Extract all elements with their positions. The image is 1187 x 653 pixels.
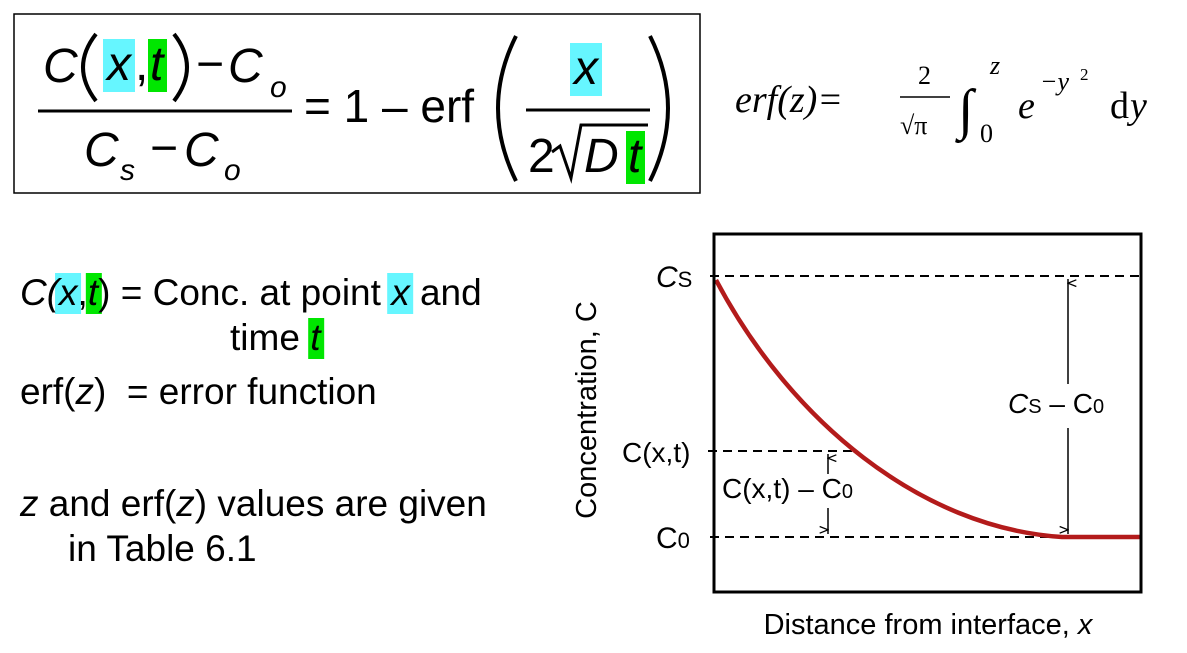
symbol: C — [656, 522, 678, 555]
diffusion-diagram: CS – C0 C(x,t) – C0 CS C(x,t) C0 Concent… — [571, 232, 1143, 641]
definition-line: in Table 6.1 — [68, 528, 257, 569]
definition-line: erf(z) = error function — [20, 371, 377, 412]
highlight — [308, 318, 325, 359]
highlight — [148, 39, 167, 92]
factor-numerator: 2 — [918, 61, 931, 90]
differential: d — [1110, 85, 1129, 127]
variable: x — [57, 272, 79, 313]
paren — [81, 32, 98, 103]
operator: − — [196, 38, 224, 91]
symbol: C(x,t) — [722, 473, 790, 504]
level-label: C0 — [656, 522, 690, 555]
level-label: CS — [656, 261, 692, 294]
span-label: C(x,t) – C0 — [722, 473, 853, 504]
variable: z — [175, 483, 195, 524]
equation: C x , t − C o C s − C o = 1 – erf x 2 D … — [38, 32, 670, 187]
text-run: ) values are given — [195, 483, 487, 524]
text-run: ) = error function — [94, 371, 377, 412]
variable: x — [572, 42, 600, 95]
x-axis-label: Distance from interface, x — [764, 609, 1094, 641]
plot-frame — [712, 232, 1143, 594]
erf-lhs: erf(z)= — [735, 79, 843, 121]
symbol: C — [1073, 388, 1093, 419]
paren — [648, 35, 670, 182]
text-run: erf( — [20, 371, 76, 412]
variable: z — [75, 371, 95, 412]
paren — [496, 35, 518, 182]
differential-variable: y — [1126, 85, 1147, 127]
factor-denominator: √π — [900, 111, 927, 140]
symbol: C — [1008, 388, 1029, 419]
symbol: C — [656, 261, 678, 294]
lower-limit: 0 — [980, 119, 993, 148]
integral-sign: ∫ — [955, 79, 977, 144]
rhs: = 1 – erf — [304, 80, 474, 132]
symbol: C — [228, 40, 263, 93]
highlight — [103, 39, 135, 92]
highlight — [626, 131, 645, 184]
subscript: 0 — [842, 481, 853, 503]
exponent-power: 2 — [1080, 65, 1089, 84]
highlight — [85, 273, 102, 314]
integrand-base: e — [1018, 85, 1035, 127]
symbol: C — [822, 473, 842, 504]
text-run: C( — [20, 272, 63, 313]
definition-line: time t — [230, 317, 322, 358]
text-run: and erf( — [39, 483, 177, 524]
variable: x — [389, 272, 411, 313]
definition-line: C(x,t) = Conc. at point x and — [20, 272, 482, 313]
sqrt-sign — [551, 123, 648, 184]
concentration-curve — [714, 278, 1141, 540]
text-run: Distance from interface, — [764, 609, 1078, 641]
variable: x — [1076, 609, 1094, 641]
number: 2 — [528, 130, 555, 183]
label-background — [1004, 384, 1134, 428]
symbol: C — [184, 124, 219, 177]
variable: t — [150, 38, 165, 91]
operator: – — [1042, 388, 1073, 419]
text-run: , — [78, 272, 88, 313]
variable: z — [19, 483, 39, 524]
exponent: −y — [1040, 67, 1070, 96]
upper-limit: z — [989, 51, 1000, 80]
highlight — [387, 273, 414, 314]
subscript: S — [1028, 396, 1041, 418]
text-run: time — [230, 317, 310, 358]
subscript: 0 — [1093, 396, 1104, 418]
definition-line: z and erf(z) values are given — [19, 483, 487, 524]
symbol: D — [584, 130, 619, 183]
equation-box — [13, 13, 701, 194]
erf-definition: erf(z)= 2 √π ∫ z 0 e −y 2 d y — [735, 51, 1147, 148]
span-label: CS – C0 — [1008, 388, 1104, 419]
operator: – — [790, 473, 821, 504]
variable: t — [88, 272, 100, 313]
comma: , — [135, 38, 148, 91]
level-label: C(x,t) — [622, 437, 690, 468]
text-run: and — [410, 272, 482, 313]
subscript: s — [120, 154, 135, 187]
symbol: C — [43, 40, 78, 93]
subscript: o — [224, 154, 241, 187]
highlight — [55, 273, 82, 314]
definitions: C(x,t) = Conc. at point x and time t erf… — [19, 272, 487, 569]
highlight — [570, 43, 602, 96]
subscript: 0 — [678, 528, 690, 553]
variable: t — [310, 317, 322, 358]
variable: t — [628, 130, 643, 183]
variable: x — [105, 38, 133, 91]
operator: − — [150, 122, 178, 175]
y-axis-label: Concentration, C — [571, 301, 603, 519]
paren — [172, 32, 189, 103]
subscript: S — [678, 267, 693, 292]
subscript: o — [270, 71, 287, 104]
text-run: ) = Conc. at point — [98, 272, 391, 313]
symbol: C — [84, 124, 119, 177]
